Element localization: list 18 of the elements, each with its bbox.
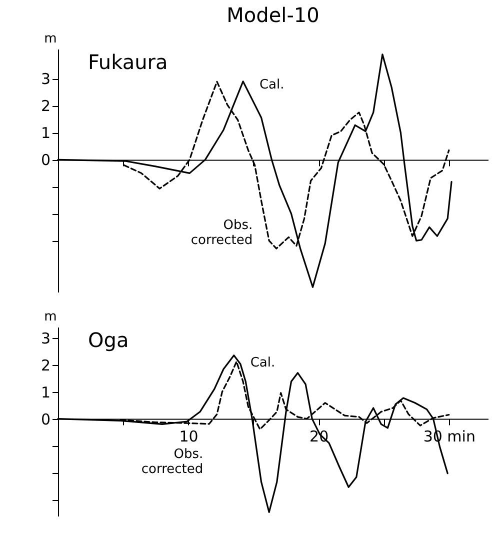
annotation: Cal. <box>250 356 276 371</box>
y-axis-title: m <box>44 310 57 324</box>
annotation: Obs. corrected <box>141 446 204 477</box>
annotation: Obs. corrected <box>190 218 253 248</box>
chart-subtitle: Fukaura <box>88 50 168 74</box>
y-tick-label: 3 <box>40 329 50 348</box>
y-tick-label: 0 <box>40 410 50 428</box>
y-tick-label: 2 <box>40 356 50 374</box>
annotation: Cal. <box>259 78 284 93</box>
chart-subtitle: Oga <box>88 328 129 352</box>
y-axis-title: m <box>44 32 57 46</box>
y-tick-label: 2 <box>40 97 50 116</box>
y-tick-label: 1 <box>40 124 50 142</box>
y-tick-label: 0 <box>40 151 50 170</box>
x-tick-label: 10 <box>179 427 198 446</box>
y-tick-label: 1 <box>40 383 50 402</box>
chart-title: Model-10 <box>226 3 320 27</box>
y-tick-label: 3 <box>40 70 50 88</box>
